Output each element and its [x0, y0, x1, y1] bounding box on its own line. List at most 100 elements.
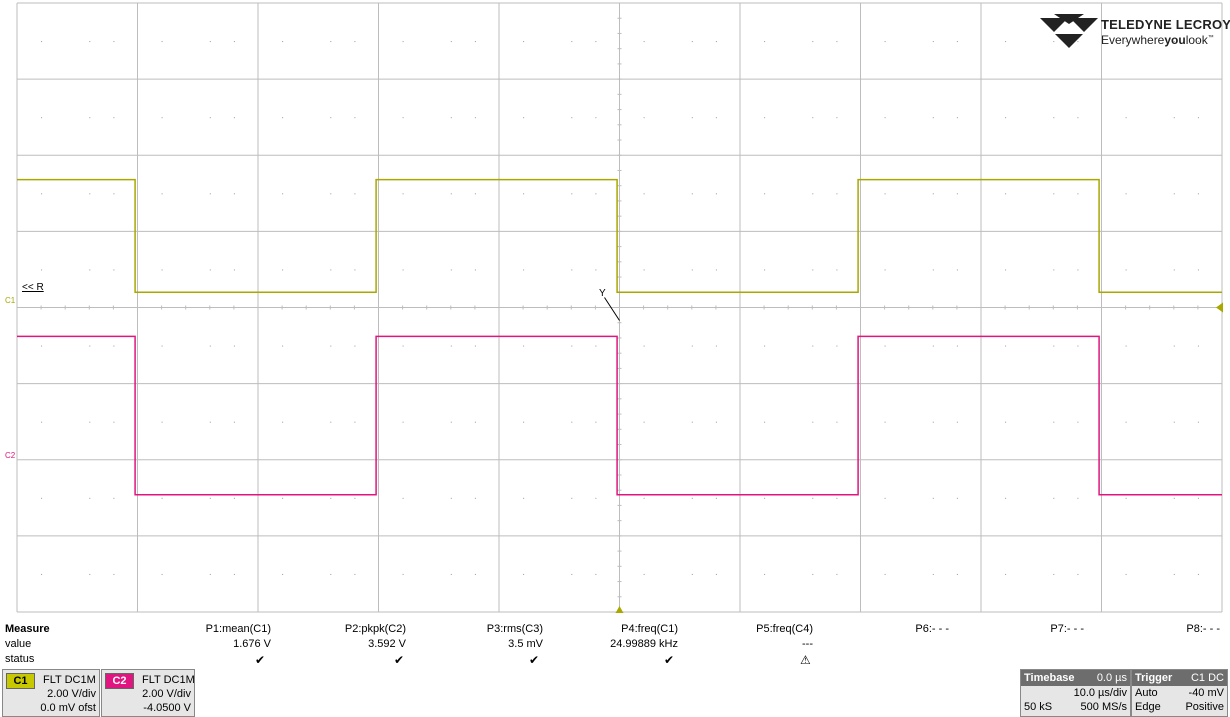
grid-dot — [282, 573, 284, 575]
grid-dot — [691, 573, 693, 575]
grid-dot — [571, 421, 573, 423]
grid-dot — [691, 421, 693, 423]
grid-dot — [1053, 41, 1055, 43]
grid-dot — [595, 497, 597, 499]
grid-dot — [884, 193, 886, 195]
timebase-per-div: 10.0 µs/div — [1073, 687, 1127, 699]
reference-marker: << R — [22, 282, 44, 293]
grid-dot — [1077, 269, 1079, 271]
c2-offset: -4.0500 V — [143, 702, 191, 714]
grid-dot — [402, 193, 404, 195]
grid-dot — [764, 269, 766, 271]
grid-dot — [402, 345, 404, 347]
grid-dot — [764, 421, 766, 423]
c1-tag: C1 — [6, 673, 35, 689]
grid-dot — [1005, 421, 1007, 423]
grid-dot — [1077, 497, 1079, 499]
oscilloscope-grid — [16, 2, 1223, 613]
param-p1-name[interactable]: P1:mean(C1) — [205, 623, 271, 635]
grid-dot — [1125, 117, 1127, 119]
param-p4-name[interactable]: P4:freq(C1) — [621, 623, 678, 635]
grid-dot — [1005, 497, 1007, 499]
param-p3-name[interactable]: P3:rms(C3) — [486, 623, 543, 635]
grid-dot — [523, 573, 525, 575]
param-p2-name[interactable]: P2:pkpk(C2) — [344, 623, 406, 635]
grid-dot — [643, 117, 645, 119]
c2-ground-marker[interactable]: C2 — [5, 451, 16, 460]
grid-dot — [643, 421, 645, 423]
grid-dot — [282, 193, 284, 195]
grid-dot — [41, 41, 43, 43]
lecroy-triangle-logo-icon — [1040, 14, 1098, 48]
grid-dot — [932, 41, 934, 43]
grid-dot — [715, 345, 717, 347]
grid-dot — [812, 269, 814, 271]
grid-dot — [884, 573, 886, 575]
grid-dot — [1053, 421, 1055, 423]
grid-dot — [161, 345, 163, 347]
grid-dot — [1173, 269, 1175, 271]
grid-dot — [233, 269, 235, 271]
grid-dot — [643, 269, 645, 271]
grid-dot — [1173, 497, 1175, 499]
param-p8-name[interactable]: P8:- - - — [1186, 623, 1220, 635]
channel-c1-descriptor[interactable]: C1 FLT DC1M 2.00 V/div 0.0 mV ofst — [2, 669, 100, 717]
grid-dot — [764, 573, 766, 575]
grid-dot — [402, 269, 404, 271]
grid-dot — [956, 421, 958, 423]
value-row-label: value — [5, 638, 32, 650]
brand-name: TELEDYNE LECROY — [1101, 17, 1230, 32]
grid-dot — [715, 193, 717, 195]
y-cursor-marker[interactable]: Y — [599, 288, 606, 299]
grid-dot — [41, 193, 43, 195]
grid-dot — [1197, 421, 1199, 423]
grid-dot — [932, 269, 934, 271]
grid-dot — [41, 269, 43, 271]
grid-dot — [354, 345, 356, 347]
grid-dot — [89, 193, 91, 195]
grid-dot — [233, 497, 235, 499]
c1-ground-marker[interactable]: C1 — [5, 296, 16, 305]
c1-level-arrow-icon — [1216, 302, 1223, 313]
grid-dot — [450, 421, 452, 423]
param-p5-value: --- — [802, 638, 813, 650]
grid-dot — [595, 345, 597, 347]
param-p3-status-check-icon: ✔ — [529, 653, 540, 667]
waveform-display[interactable]: TELEDYNE LECROY Everywhereyoulook™ C1 C2… — [0, 0, 1230, 616]
grid-dot — [1077, 573, 1079, 575]
grid-dot — [643, 41, 645, 43]
grid-dot — [41, 421, 43, 423]
grid-dot — [330, 41, 332, 43]
grid-dot — [523, 345, 525, 347]
grid-dot — [523, 193, 525, 195]
grid-dot — [161, 269, 163, 271]
grid-dot — [523, 117, 525, 119]
trigger-descriptor[interactable]: Trigger C1 DC Auto -40 mV Edge Positive — [1131, 669, 1228, 717]
grid-dot — [836, 497, 838, 499]
grid-dot — [1125, 421, 1127, 423]
grid-dot — [282, 41, 284, 43]
grid-dot — [450, 117, 452, 119]
grid-dot — [233, 117, 235, 119]
grid-dot — [450, 345, 452, 347]
trigger-position-arrow-icon — [615, 606, 624, 613]
param-p6-name[interactable]: P6:- - - — [915, 623, 949, 635]
param-p7-name[interactable]: P7:- - - — [1050, 623, 1084, 635]
grid-dot — [209, 421, 211, 423]
grid-dot — [354, 193, 356, 195]
timebase-descriptor[interactable]: Timebase 0.0 µs 10.0 µs/div 50 kS 500 MS… — [1020, 669, 1131, 717]
grid-dot — [354, 41, 356, 43]
grid-dot — [932, 345, 934, 347]
grid-dot — [1125, 573, 1127, 575]
grid-dot — [571, 497, 573, 499]
grid-dot — [161, 421, 163, 423]
grid-dot — [691, 117, 693, 119]
trigger-level: -40 mV — [1188, 687, 1224, 699]
channel-c2-descriptor[interactable]: C2 FLT DC1M 2.00 V/div -4.0500 V — [101, 669, 195, 717]
grid-dot — [1053, 497, 1055, 499]
param-p5-name[interactable]: P5:freq(C4) — [756, 623, 813, 635]
grid-dot — [932, 117, 934, 119]
grid-dot — [812, 41, 814, 43]
grid-dot — [1197, 117, 1199, 119]
grid-dot — [1077, 193, 1079, 195]
